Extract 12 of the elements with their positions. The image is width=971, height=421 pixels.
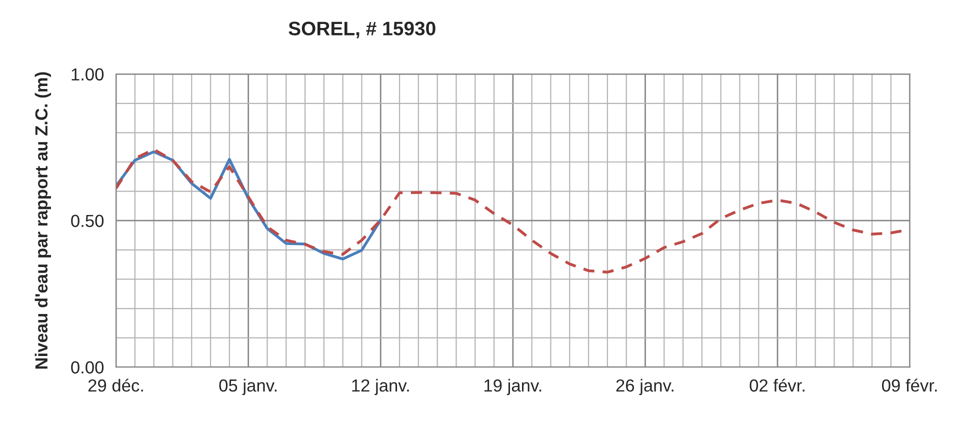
- x-tick-label: 26 janv.: [616, 378, 674, 396]
- x-tick-label: 02 févr.: [750, 378, 804, 392]
- x-tick-label: 05 janv.: [219, 378, 277, 396]
- y-tick-label: 0.00: [71, 361, 104, 374]
- x-tick-label: 09 févr.: [882, 378, 937, 392]
- x-tick-label: 12 janv.: [352, 378, 409, 396]
- y-tick-label: 1.00: [72, 68, 104, 81]
- chart-title: SOREL, # 15930: [288, 22, 436, 38]
- x-tick-label: 29 déc.: [88, 378, 143, 392]
- y-tick-label: 0.50: [71, 214, 104, 228]
- y-axis-title: Niveau d'eau par rapport au Z.C. (m): [34, 72, 51, 369]
- x-tick-label: 19 janv.: [484, 378, 542, 396]
